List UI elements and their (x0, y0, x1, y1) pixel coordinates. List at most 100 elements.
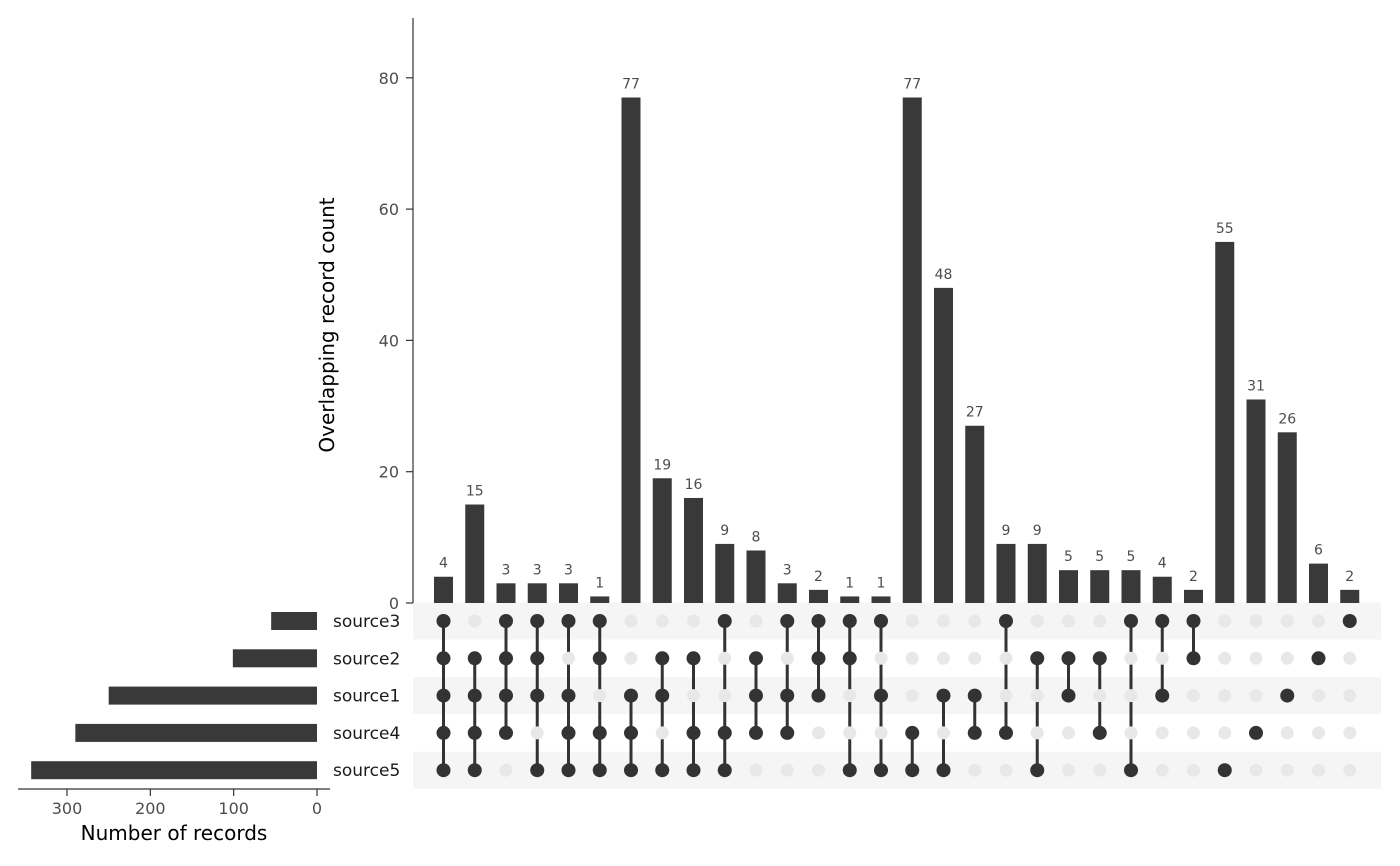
matrix-row-stripe-source5 (413, 751, 1381, 789)
set-label-source4: source4 (333, 724, 400, 744)
bar-value-label-1: 4 (439, 556, 448, 572)
matrix-dot-active-source5-17 (936, 763, 951, 778)
matrix-dot-active-source4-10 (717, 725, 732, 740)
matrix-dot-active-source5-8 (655, 763, 670, 778)
matrix-column-6 (592, 614, 607, 778)
matrix-dot-inactive-source3-27 (1249, 614, 1263, 628)
intersection-bar-19 (996, 543, 1016, 603)
matrix-column-14 (842, 614, 857, 778)
set-size-axis-ticks: 300 200 100 0 (52, 789, 322, 818)
set-label-source3: source3 (333, 612, 400, 632)
matrix-column-23 (1124, 614, 1138, 778)
intersection-bar-2 (465, 504, 485, 603)
bar-value-label-21: 5 (1064, 549, 1073, 565)
bar-value-label-17: 48 (935, 267, 953, 283)
matrix-dot-active-source2-2 (467, 651, 482, 666)
matrix-dot-active-source1-18 (967, 688, 982, 703)
matrix-column-15 (874, 614, 888, 778)
matrix-dot-active-source3-10 (717, 614, 732, 628)
matrix-column-20 (1030, 614, 1045, 778)
y-tick-label-20: 20 (379, 463, 399, 482)
y-tick-label-80: 80 (379, 69, 399, 88)
matrix-dot-active-source3-15 (874, 614, 888, 628)
matrix-column-26 (1217, 614, 1232, 778)
matrix-dot-inactive-source1-26 (1218, 689, 1232, 703)
matrix-dot-active-source4-7 (624, 725, 638, 740)
matrix-dot-active-source2-4 (530, 651, 545, 666)
matrix-dot-inactive-source1-25 (1187, 689, 1200, 703)
intersection-bar-17 (934, 287, 953, 603)
set-size-bar-source2 (232, 649, 317, 668)
bar-value-label-2: 15 (466, 484, 484, 500)
matrix-dot-active-source3-3 (499, 614, 513, 628)
matrix-dot-active-source3-1 (436, 614, 451, 628)
bar-value-label-12: 3 (783, 562, 792, 578)
matrix-dot-inactive-source4-26 (1218, 726, 1232, 740)
intersection-bar-30 (1340, 589, 1360, 603)
matrix-dot-active-source4-22 (1092, 725, 1107, 740)
matrix-dot-active-source3-14 (842, 614, 857, 628)
matrix-dot-active-source5-6 (592, 763, 607, 778)
matrix-dot-active-source1-7 (624, 688, 638, 703)
matrix-dot-inactive-source4-29 (1312, 726, 1325, 740)
matrix-dot-active-source5-1 (436, 763, 451, 778)
matrix-dot-inactive-source3-16 (905, 614, 919, 628)
matrix-row-stripe-source1 (413, 677, 1381, 715)
matrix-row-stripes (413, 602, 1381, 789)
set-size-x-axis: 300 200 100 0 (18, 788, 330, 818)
matrix-dot-inactive-source4-14 (843, 726, 857, 740)
bar-value-label-13: 2 (814, 569, 823, 585)
matrix-dot-active-source1-3 (499, 688, 513, 703)
matrix-column-29 (1311, 614, 1326, 777)
matrix-dot-inactive-source4-15 (874, 726, 888, 740)
matrix-dot-active-source1-24 (1155, 688, 1170, 703)
matrix-dot-active-source4-18 (967, 725, 982, 740)
intersection-bars (434, 97, 1360, 604)
matrix-dot-inactive-source2-26 (1218, 651, 1232, 665)
bar-value-label-18: 27 (966, 405, 984, 421)
matrix-dot-inactive-source5-21 (1062, 763, 1075, 777)
bar-value-label-22: 5 (1095, 549, 1104, 565)
matrix-dot-inactive-source2-15 (874, 651, 888, 665)
matrix-column-8 (655, 614, 670, 778)
matrix-dot-active-source4-3 (499, 725, 513, 740)
matrix-column-19 (999, 614, 1013, 777)
matrix-dot-inactive-source4-4 (530, 726, 544, 740)
intersection-bar-21 (1059, 570, 1078, 603)
intersection-bar-1 (434, 576, 453, 603)
intersection-bar-12 (777, 583, 797, 603)
bar-value-label-14: 1 (845, 575, 854, 591)
matrix-dot-inactive-source2-17 (937, 651, 950, 665)
matrix-dot-inactive-source5-27 (1249, 763, 1263, 777)
matrix-dot-inactive-source1-10 (718, 689, 732, 703)
set-label-source5: source5 (333, 761, 400, 781)
intersection-bar-26 (1215, 241, 1235, 604)
set-size-bars (31, 612, 317, 780)
matrix-dot-active-source2-8 (655, 651, 670, 666)
set-size-tick-label-100: 100 (218, 799, 249, 818)
matrix-column-25 (1186, 614, 1201, 777)
intersection-bar-5 (559, 583, 578, 603)
matrix-column-17 (936, 614, 951, 778)
matrix-dot-active-source3-30 (1342, 614, 1357, 628)
matrix-dot-inactive-source5-13 (812, 763, 825, 777)
bar-value-label-30: 2 (1345, 569, 1354, 585)
matrix-dot-inactive-source1-22 (1093, 689, 1107, 703)
matrix-column-5 (561, 614, 576, 778)
matrix-dot-inactive-source1-23 (1124, 689, 1138, 703)
bar-value-label-24: 4 (1158, 556, 1167, 572)
set-size-tick-label-200: 200 (135, 799, 166, 818)
matrix-dot-inactive-source4-24 (1155, 726, 1169, 740)
y-tick-label-60: 60 (379, 200, 399, 219)
bar-value-label-26: 55 (1216, 221, 1234, 237)
set-size-tick-label-0: 0 (312, 799, 322, 818)
matrix-column-9 (686, 614, 701, 778)
matrix-dot-active-source1-21 (1061, 688, 1076, 703)
intersection-bar-22 (1090, 570, 1110, 603)
matrix-dot-inactive-source3-21 (1062, 614, 1075, 628)
intersection-bar-15 (871, 596, 891, 603)
matrix-dot-inactive-source5-30 (1343, 763, 1357, 777)
matrix-dot-active-source3-6 (592, 614, 607, 628)
intersection-matrix (436, 614, 1357, 778)
